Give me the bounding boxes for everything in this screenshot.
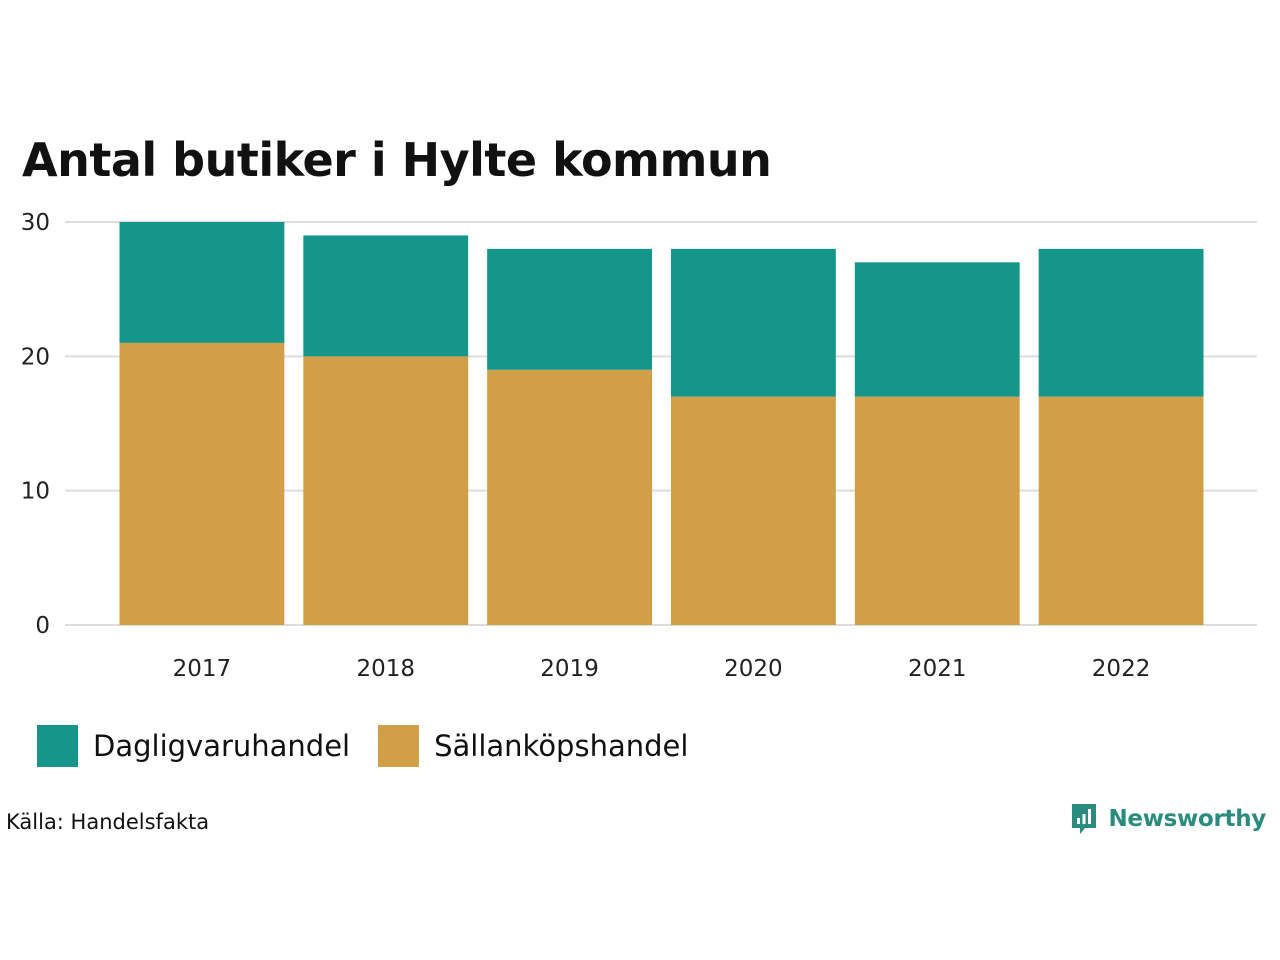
x-tick-label-2022: 2022 [1092, 656, 1151, 682]
bar-dagligvaruhandel-2022 [1038, 248, 1204, 397]
y-tick-label-20: 20 [21, 344, 50, 370]
bar-sallankopshandel-2020 [671, 396, 836, 625]
legend-label-dagligvaruhandel: Dagligvaruhandel [93, 729, 351, 763]
bar-sallankopshandel-2017 [119, 342, 285, 625]
x-tick-label-2021: 2021 [908, 656, 967, 682]
source-note: Källa: Handelsfakta [6, 810, 210, 834]
chart-title: Antal butiker i Hylte kommun [22, 133, 772, 187]
bar-sallankopshandel-2019 [487, 369, 652, 625]
y-tick-label-30: 30 [21, 210, 50, 236]
legend-label-sallankopshandel: Sällanköpshandel [434, 729, 689, 763]
newsworthy-logo: Newsworthy [1070, 802, 1266, 836]
x-tick-label-2020: 2020 [724, 656, 783, 682]
bar-dagligvaruhandel-2017 [119, 222, 285, 343]
bar-sallankopshandel-2022 [1038, 396, 1204, 625]
legend-item-sallankopshandel: Sällanköpshandel [378, 725, 688, 767]
y-tick-label-0: 0 [35, 613, 50, 639]
logo-text: Newsworthy [1108, 806, 1266, 832]
bar-dagligvaruhandel-2020 [671, 248, 836, 397]
newsworthy-chart-icon [1072, 804, 1097, 834]
legend: Dagligvaruhandel Sällanköpshandel [37, 725, 716, 767]
x-tick-label-2017: 2017 [173, 656, 232, 682]
stacked-bar-chart: 0 10 20 30 2017 2018 2019 2020 2021 2022 [21, 210, 1257, 682]
legend-swatch-dagligvaruhandel [37, 725, 78, 767]
legend-item-dagligvaruhandel: Dagligvaruhandel [37, 725, 350, 767]
bar-dagligvaruhandel-2019 [487, 248, 652, 370]
legend-swatch-sallankopshandel [378, 725, 420, 767]
bar-sallankopshandel-2021 [854, 396, 1020, 625]
bar-sallankopshandel-2018 [303, 356, 469, 625]
bar-dagligvaruhandel-2021 [854, 262, 1020, 397]
bar-dagligvaruhandel-2018 [303, 235, 469, 357]
y-tick-label-10: 10 [21, 479, 50, 505]
x-tick-label-2019: 2019 [540, 656, 599, 682]
x-tick-label-2018: 2018 [356, 656, 415, 682]
